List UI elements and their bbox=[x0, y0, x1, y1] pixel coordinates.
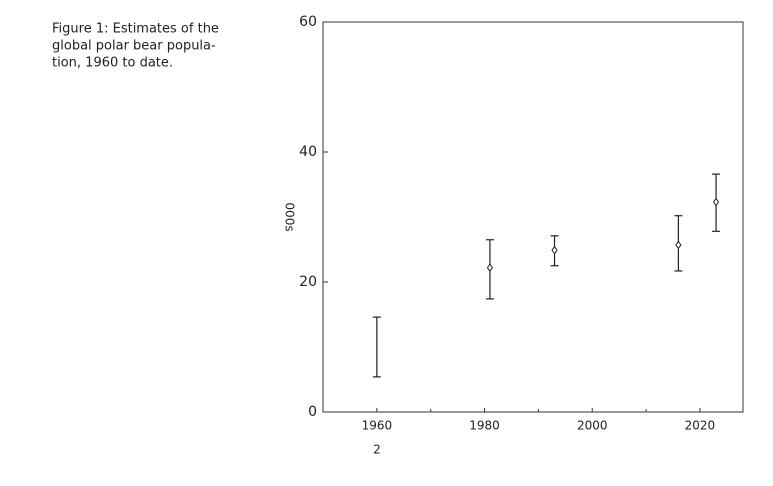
plot-frame bbox=[322, 21, 744, 413]
caption-line: global polar bear popula- bbox=[52, 39, 216, 54]
caption-line: tion, 1960 to date. bbox=[52, 56, 173, 71]
x-tick-label: 1960 bbox=[362, 419, 393, 433]
y-tick-label: 0 bbox=[308, 404, 317, 420]
y-axis-label: 000s bbox=[283, 202, 297, 231]
x-tick-label: 2000 bbox=[577, 419, 608, 433]
estimate-marker bbox=[551, 245, 558, 255]
y-tick-label: 20 bbox=[299, 274, 317, 290]
estimate-marker bbox=[675, 240, 682, 250]
estimate-marker bbox=[486, 263, 494, 273]
x-tick-label: 1980 bbox=[469, 419, 500, 433]
y-tick-label: 40 bbox=[299, 144, 317, 160]
caption-line: Figure 1: Estimates of the bbox=[52, 22, 219, 37]
x-tick-label: 2020 bbox=[685, 419, 716, 433]
y-tick-label: 60 bbox=[299, 14, 317, 30]
estimate-marker bbox=[712, 197, 720, 207]
page-number: 2 bbox=[373, 443, 381, 457]
